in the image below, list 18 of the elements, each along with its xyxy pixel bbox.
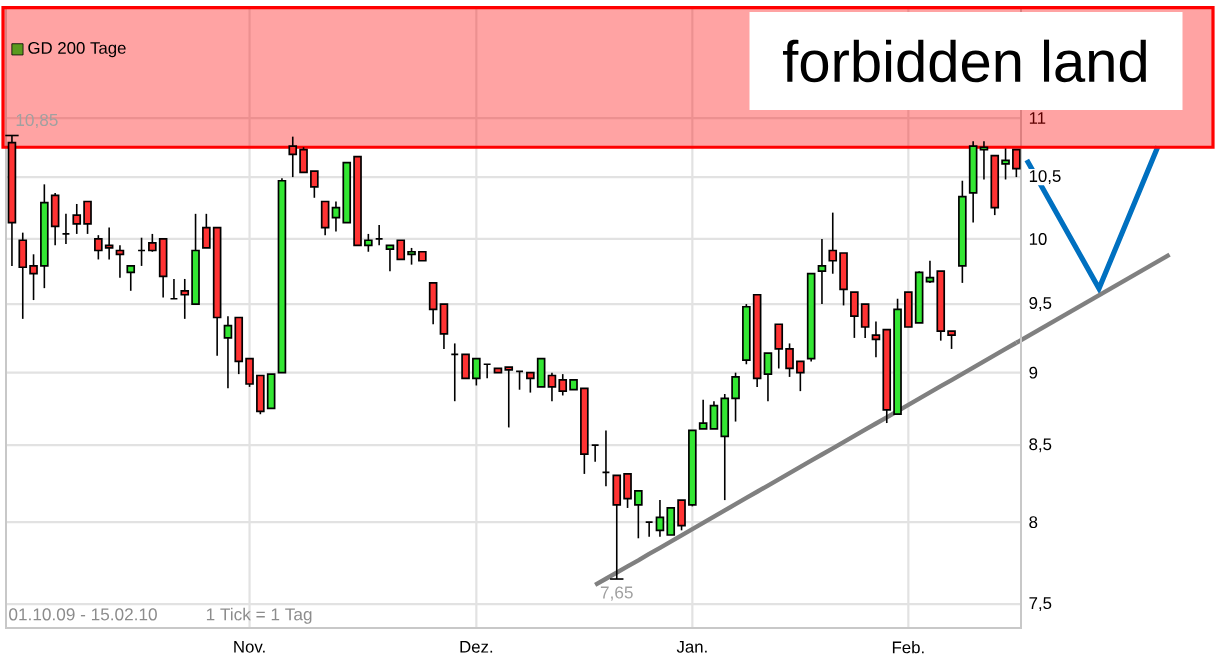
annotation: 10,85 [16, 113, 58, 129]
y-tick-label: 8,5 [1029, 438, 1052, 453]
band-label: forbidden land [783, 39, 1146, 83]
annotation: 01.10.09 - 15.02.10 [9, 608, 157, 621]
y-tick-label: 9,5 [1029, 297, 1052, 312]
y-tick-label: 9 [1029, 366, 1038, 379]
annotation: 7,65 [600, 586, 633, 601]
legend-label: GD 200 Tage [28, 41, 126, 58]
y-tick-label: 10,5 [1029, 170, 1061, 185]
x-tick-label: Feb. [892, 641, 924, 654]
x-tick-label: Jan. [676, 641, 707, 653]
x-tick-label: Dez. [460, 641, 493, 653]
y-tick-label: 10 [1029, 233, 1047, 245]
y-tick-label: 7,5 [1029, 597, 1052, 612]
y-tick-label: 8 [1029, 516, 1038, 529]
y-tick-label: 11 [1029, 112, 1046, 124]
annotation: 1 Tick = 1 Tag [206, 607, 312, 624]
x-tick-label: Nov. [234, 641, 265, 653]
